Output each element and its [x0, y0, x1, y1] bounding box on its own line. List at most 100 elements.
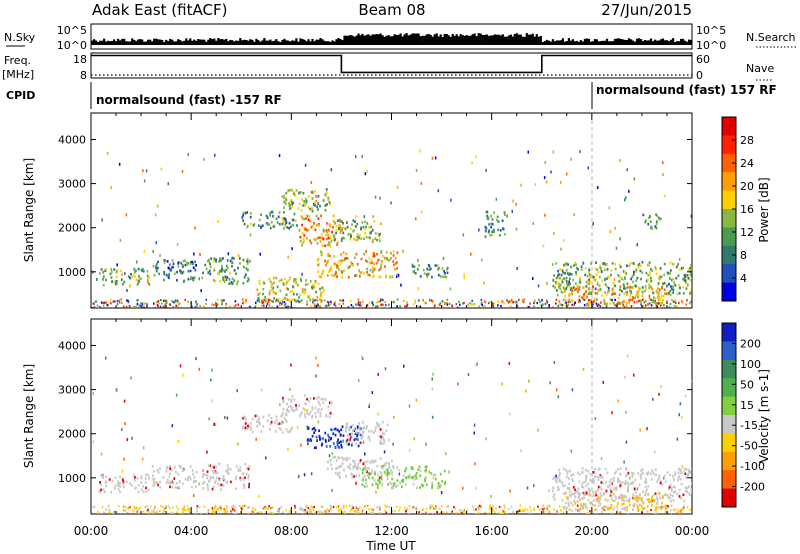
echo-cell	[480, 298, 483, 302]
echo-cell	[389, 481, 392, 485]
echo-cell	[374, 459, 377, 462]
echo-cell	[338, 268, 340, 271]
echo-cell	[315, 356, 317, 360]
echo-cell	[224, 275, 227, 279]
echo-cell	[188, 475, 191, 479]
echo-cell	[234, 300, 237, 303]
echo-cell	[340, 428, 343, 432]
echo-cell	[262, 425, 265, 428]
echo-cell	[373, 431, 375, 435]
echo-cell	[369, 261, 371, 265]
echo-cell	[672, 277, 675, 281]
echo-cell	[491, 222, 494, 226]
echo-cell	[190, 260, 192, 264]
echo-cell	[314, 228, 317, 232]
echo-cell	[593, 499, 595, 502]
echo-cell	[91, 307, 93, 308]
echo-cell	[644, 493, 647, 496]
echo-cell	[165, 481, 168, 484]
echo-cell	[317, 420, 320, 424]
colorbar-segment	[722, 172, 736, 192]
echo-cell	[292, 218, 295, 222]
echo-cell	[246, 466, 249, 470]
echo-cell	[658, 476, 661, 480]
echo-cell	[266, 298, 268, 301]
echo-cell	[385, 429, 388, 432]
echo-cell	[320, 214, 322, 218]
echo-cell	[481, 258, 483, 262]
echo-cell	[489, 508, 492, 511]
echo-cell	[386, 306, 389, 308]
echo-cell	[560, 283, 562, 287]
colorbar-tick-label: 28	[740, 134, 754, 147]
echo-cell	[294, 511, 297, 514]
echo-cell	[603, 300, 606, 304]
nsky-bar	[379, 33, 382, 45]
echo-cell	[422, 299, 424, 302]
echo-cell	[625, 440, 628, 444]
echo-cell	[420, 181, 423, 185]
echo-cell	[686, 299, 688, 302]
echo-cell	[655, 302, 658, 305]
echo-cell	[616, 303, 618, 306]
echo-cell	[284, 303, 287, 306]
echo-cell	[659, 298, 662, 301]
echo-cell	[172, 306, 174, 308]
echo-cell	[256, 512, 259, 514]
echo-cell	[262, 298, 264, 302]
echo-cell	[633, 373, 635, 377]
nsky-bar	[319, 38, 322, 45]
echo-cell	[437, 268, 439, 271]
echo-cell	[319, 510, 321, 513]
echo-cell	[663, 262, 666, 266]
echo-cell	[498, 511, 501, 514]
echo-cell	[218, 477, 221, 481]
echo-cell	[375, 490, 377, 494]
echo-cell	[233, 513, 236, 514]
echo-cell	[373, 460, 376, 463]
echo-cell	[410, 476, 412, 479]
echo-cell	[678, 413, 680, 417]
nsky-bar	[647, 40, 651, 45]
echo-cell	[102, 278, 104, 281]
echo-cell	[432, 473, 435, 477]
echo-cell	[463, 509, 466, 512]
echo-cell	[174, 465, 176, 469]
echo-cell	[477, 508, 480, 511]
echo-cell	[137, 483, 140, 487]
echo-cell	[641, 468, 644, 471]
echo-cell	[658, 277, 661, 281]
echo-cell	[249, 215, 252, 219]
echo-cell	[661, 301, 664, 305]
echo-cell	[205, 267, 208, 271]
nsky-bar	[463, 35, 466, 45]
echo-cell	[316, 205, 318, 209]
echo-cell	[412, 506, 415, 509]
echo-cell	[226, 468, 229, 472]
nsky-bar	[505, 36, 508, 45]
echo-cell	[244, 422, 247, 425]
echo-cell	[674, 298, 676, 301]
echo-cell	[234, 510, 237, 513]
echo-cell	[578, 288, 581, 291]
echo-cell	[335, 467, 337, 470]
echo-cell	[587, 166, 589, 170]
echo-cell	[314, 281, 317, 285]
nsky-bar	[121, 38, 124, 45]
echo-cell	[680, 300, 683, 303]
nsky-bar	[607, 41, 611, 45]
nsky-bar	[391, 36, 394, 45]
colorbar-tick-label: 24	[740, 157, 754, 170]
nsearch-label: N.Search	[746, 31, 796, 44]
echo-cell	[157, 483, 159, 487]
echo-cell	[321, 236, 324, 240]
nsky-bar	[239, 38, 242, 45]
echo-cell	[232, 508, 234, 511]
echo-cell	[299, 506, 302, 509]
echo-cell	[320, 250, 322, 253]
echo-cell	[570, 449, 573, 453]
echo-cell	[600, 494, 603, 498]
echo-cell	[97, 512, 99, 514]
nsky-bar	[197, 39, 200, 45]
echo-cell	[384, 504, 386, 507]
